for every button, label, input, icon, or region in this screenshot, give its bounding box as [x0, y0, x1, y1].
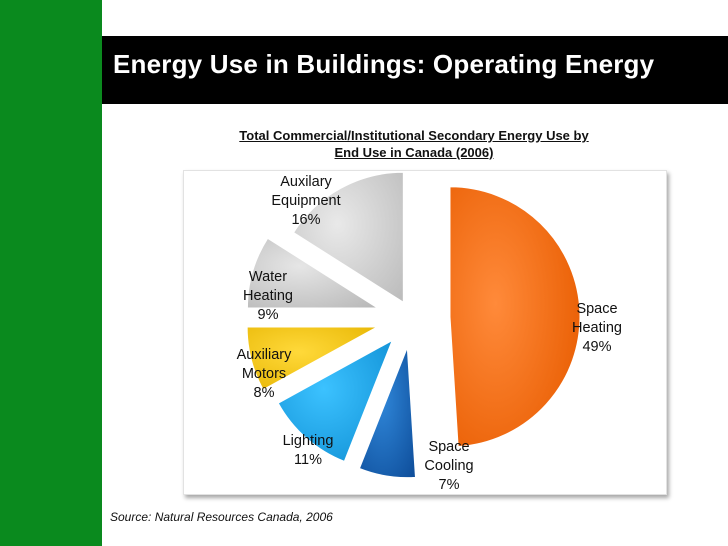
slide-title: Energy Use in Buildings: Operating Energ…: [113, 49, 655, 79]
data-label-percent: 16%: [291, 212, 321, 228]
data-label-percent: 49%: [582, 339, 612, 355]
data-label-water-heating: Water Heating 9%: [208, 268, 328, 325]
chart-title-line-2: End Use in Canada (2006): [334, 145, 494, 160]
chart-title: Total Commercial/Institutional Secondary…: [214, 127, 614, 161]
data-label-line: Equipment: [271, 193, 341, 209]
data-label-lighting: Lighting 11%: [248, 432, 368, 470]
data-label-line: Cooling: [424, 458, 474, 474]
data-label-line: Lighting: [282, 433, 334, 449]
data-label-line: Heating: [243, 288, 293, 304]
data-label-line: Heating: [572, 320, 622, 336]
data-label-line: Space: [576, 301, 618, 317]
data-label-percent: 7%: [438, 477, 460, 493]
pie-slice-space-cooling: [358, 347, 417, 479]
data-label-line: Auxilary: [280, 174, 332, 190]
data-label-percent: 8%: [253, 385, 275, 401]
data-label-space-heating: Space Heating 49%: [537, 300, 657, 357]
data-label-line: Space: [428, 439, 470, 455]
chart-title-line-1: Total Commercial/Institutional Secondary…: [239, 128, 589, 143]
data-label-auxiliary-motors: Auxiliary Motors 8%: [204, 346, 324, 403]
data-label-percent: 9%: [257, 307, 279, 323]
title-band: [102, 0, 728, 36]
pie-slice-space-heating: [449, 186, 581, 448]
data-label-auxilary-equipment: Auxilary Equipment 16%: [246, 173, 366, 230]
title-bar: Energy Use in Buildings: Operating Energ…: [102, 36, 728, 104]
data-label-line: Motors: [241, 366, 287, 382]
data-label-percent: 11%: [294, 452, 322, 468]
pie-slice-auxiliary-motors: [246, 326, 378, 391]
pie-slice-water-heating: [246, 237, 380, 309]
source-note: Source: Natural Resources Canada, 2006: [110, 510, 333, 524]
data-label-line: Water: [248, 269, 288, 285]
pie-slice-lighting: [277, 339, 394, 463]
data-label-line: Auxiliary: [236, 347, 292, 363]
data-label-space-cooling: Space Cooling 7%: [389, 438, 509, 495]
left-accent-bar: [0, 0, 102, 546]
pie-slice-auxilary-equipment: [292, 171, 404, 304]
